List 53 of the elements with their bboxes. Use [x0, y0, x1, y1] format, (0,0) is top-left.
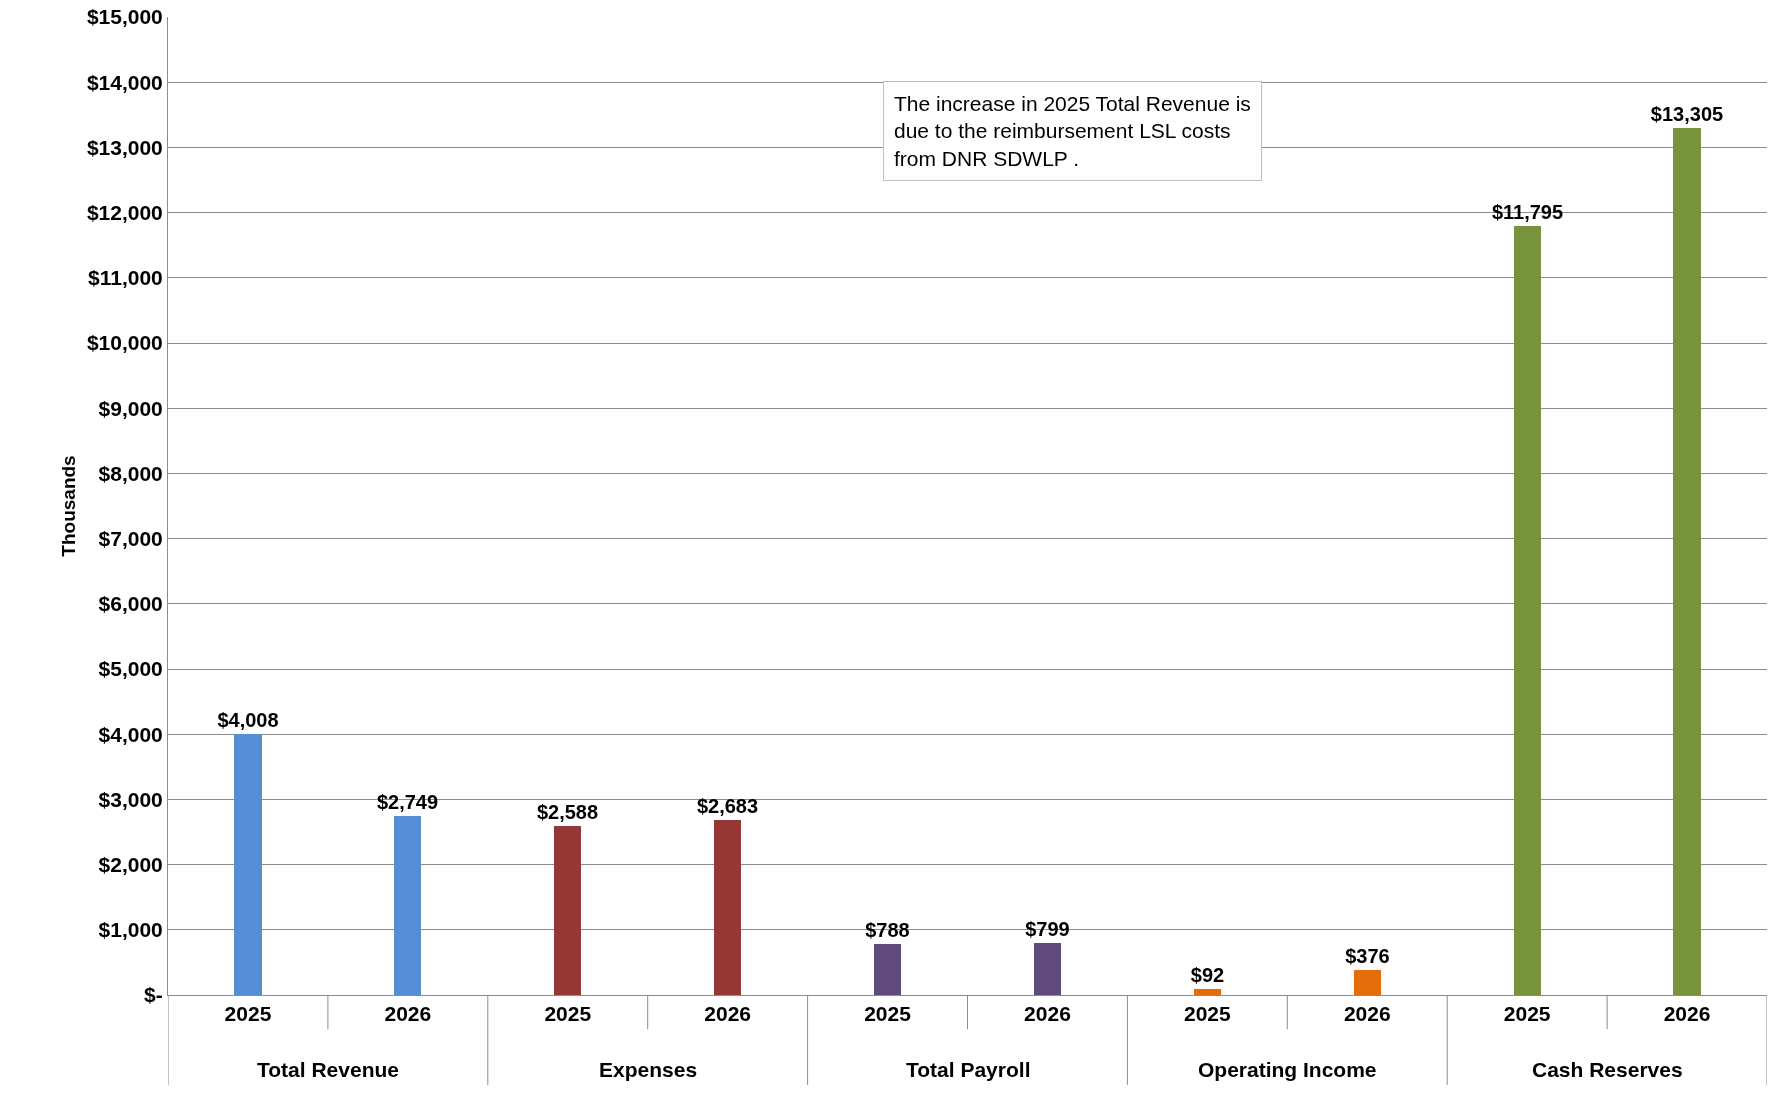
x-tick-label: 2026	[1024, 1002, 1071, 1026]
text: Total Payroll	[906, 1058, 1031, 1081]
y-tick-label: $1,000	[98, 918, 163, 942]
data-label: $376	[1345, 945, 1390, 967]
annotation: The increase in 2025 Total Revenue is due to the reimbursement LSL costs from DNR SDWLP .	[894, 92, 1251, 170]
data-label: $13,305	[1650, 103, 1724, 125]
y-tick-label: $4,000	[98, 722, 163, 746]
x-tick-label: 2025	[224, 1002, 272, 1026]
x-tick-label: 2026	[704, 1002, 752, 1026]
data-label: $788	[865, 919, 910, 941]
x-tick-label: 2025	[1183, 1002, 1232, 1026]
y-tick-label: $10,000	[86, 331, 163, 355]
text: Cash Reserves	[1532, 1058, 1683, 1081]
y-tick-label: $8,000	[98, 461, 163, 485]
y-tick-label: $9,000	[98, 396, 163, 420]
x-tick-label: 2025	[1503, 1002, 1551, 1026]
bar	[874, 944, 901, 995]
bar	[394, 816, 421, 995]
text: Operating Income	[1198, 1058, 1377, 1081]
text: Total Revenue	[257, 1058, 399, 1081]
bar	[1514, 226, 1541, 995]
data-label: $92	[1190, 964, 1225, 986]
x-tick-label: 2025	[864, 1002, 912, 1026]
y-tick-label: $15,000	[86, 5, 163, 29]
data-label: $2,749	[376, 791, 439, 813]
data-label: $799	[1025, 918, 1070, 940]
data-label: $2,683	[696, 795, 759, 817]
y-tick-label: $14,000	[86, 70, 163, 94]
y-tick-label: $6,000	[98, 592, 163, 616]
x-tick-label: 2026	[1663, 1002, 1711, 1026]
y-tick-label: $13,000	[86, 135, 163, 159]
bar	[714, 820, 741, 995]
data-label: $2,588	[536, 801, 599, 823]
y-axis-title: Thousands	[57, 455, 79, 557]
y-tick-label: $12,000	[86, 200, 163, 224]
x-tick-label: 2026	[384, 1002, 432, 1026]
y-tick-label: $2,000	[98, 852, 163, 876]
text: Expenses	[599, 1058, 698, 1081]
bar	[1673, 128, 1701, 995]
y-tick-label: $3,000	[98, 787, 163, 811]
bar	[234, 734, 262, 995]
x-tick-label: 2026	[1343, 1002, 1391, 1026]
y-tick-label: $11,000	[88, 266, 163, 290]
bar	[1034, 943, 1061, 995]
data-label: $11,795	[1491, 201, 1564, 223]
y-tick-label: $7,000	[98, 526, 163, 550]
bar	[554, 826, 581, 995]
bar	[1194, 989, 1221, 995]
y-tick-label: $5,000	[98, 657, 163, 681]
data-label: $4,008	[217, 709, 279, 731]
bar	[1354, 970, 1381, 995]
y-tick-label: $-	[144, 983, 163, 1007]
x-tick-label: 2025	[544, 1002, 592, 1026]
